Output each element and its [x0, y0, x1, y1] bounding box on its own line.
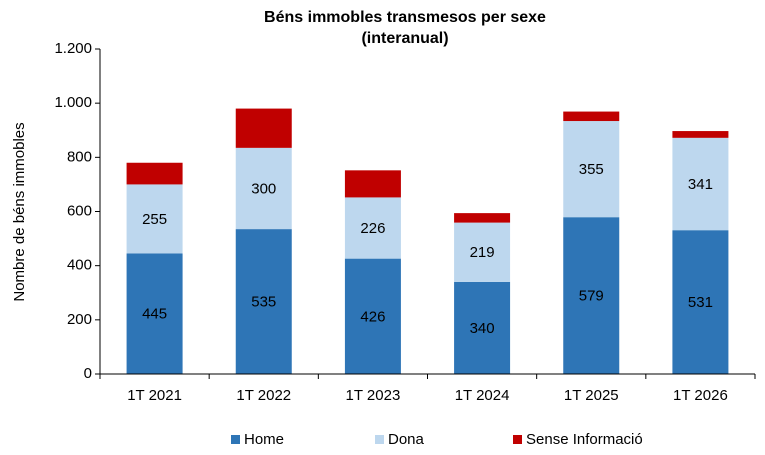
- bar-segment: [235, 147, 292, 230]
- bar-segment: [235, 229, 292, 374]
- data-label: 341: [688, 176, 713, 193]
- legend-swatch: [513, 435, 522, 444]
- legend-label: Sense Informació: [526, 431, 643, 448]
- bar-segment: [454, 213, 511, 223]
- data-label: 535: [251, 294, 276, 311]
- x-tick-label: 1T 2023: [346, 387, 401, 404]
- bar-segment: [672, 131, 729, 138]
- data-label: 426: [360, 308, 385, 325]
- bar-segment: [563, 217, 620, 374]
- data-label: 579: [579, 288, 604, 305]
- legend-label: Home: [244, 431, 284, 448]
- data-label: 300: [251, 180, 276, 197]
- legend-swatch: [375, 435, 384, 444]
- y-tick-label: 200: [67, 311, 92, 328]
- legend-swatch: [231, 435, 240, 444]
- x-tick-label: 1T 2026: [673, 387, 728, 404]
- data-label: 445: [142, 306, 167, 323]
- y-tick-label: 1.200: [54, 40, 92, 57]
- bar-segment: [454, 222, 511, 282]
- x-tick-label: 1T 2022: [236, 387, 291, 404]
- chart-title: Béns immobles transmesos per sexe: [264, 9, 546, 26]
- bar-segment: [563, 121, 620, 218]
- x-tick-label: 1T 2025: [564, 387, 619, 404]
- data-label: 340: [470, 320, 495, 337]
- bar-segment: [126, 184, 183, 254]
- bar-segment: [344, 258, 401, 374]
- bar-segment: [126, 162, 183, 185]
- data-label: 355: [579, 161, 604, 178]
- data-label: 531: [688, 294, 713, 311]
- bar-segment: [672, 230, 729, 374]
- bar-segment: [563, 111, 620, 122]
- y-tick-label: 0: [84, 365, 92, 382]
- y-axis-label: Nombre de béns immobles: [11, 122, 28, 301]
- data-label: 255: [142, 211, 167, 228]
- bar-segment: [454, 281, 511, 374]
- y-tick-label: 800: [67, 148, 92, 165]
- y-tick-label: 600: [67, 202, 92, 219]
- data-label: 219: [470, 244, 495, 261]
- data-label: 226: [360, 220, 385, 237]
- bar-segment: [672, 137, 729, 231]
- chart-subtitle: (interanual): [361, 30, 448, 47]
- x-tick-label: 1T 2024: [455, 387, 510, 404]
- bar-segment: [344, 197, 401, 259]
- y-tick-label: 400: [67, 257, 92, 274]
- bar-segment: [126, 253, 183, 374]
- x-tick-label: 1T 2021: [127, 387, 182, 404]
- bar-segment: [344, 170, 401, 198]
- legend-label: Dona: [388, 431, 425, 448]
- bar-segment: [235, 108, 292, 148]
- y-tick-label: 1.000: [54, 94, 92, 111]
